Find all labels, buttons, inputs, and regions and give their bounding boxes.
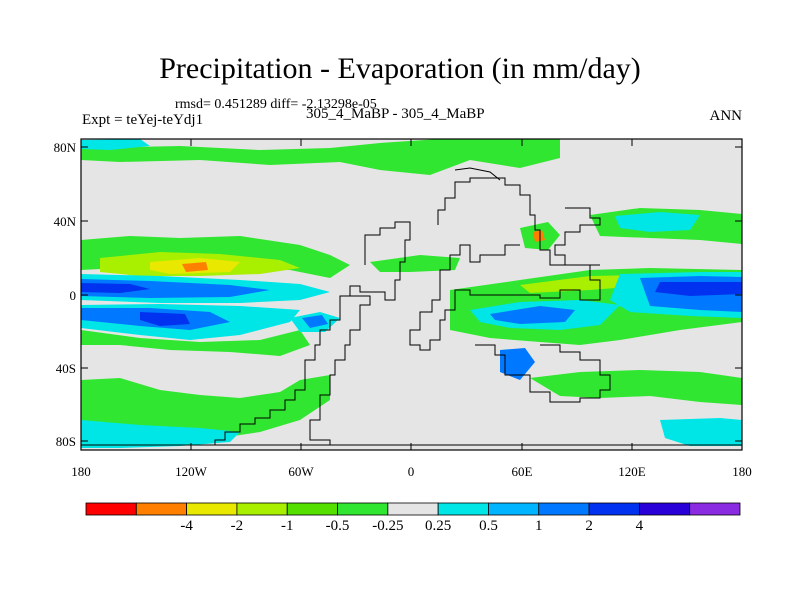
colorbar-label: -1 [280, 518, 294, 534]
colorbar-box [488, 502, 540, 516]
australia-blue [500, 348, 535, 380]
lat-tick-40n: 40N [53, 214, 76, 229]
equatorial-pacific-darkblue [81, 283, 150, 293]
north-asia-cyan [615, 212, 700, 232]
coast-asia-east [554, 207, 601, 266]
case-label: 305_4_MaBP - 305_4_MaBP [306, 106, 485, 122]
south-pacific-green [81, 330, 310, 356]
colorbar-box [638, 502, 691, 516]
colorbar-label: 1 [535, 518, 543, 534]
coast-eurasia-africa [409, 177, 601, 351]
colorbar-box [286, 502, 338, 516]
colorbar-box [186, 502, 238, 516]
lon-tick-180w: 180 [71, 464, 91, 479]
chart-title: Precipitation - Evaporation (in mm/day) [159, 52, 641, 85]
colorbar [85, 502, 741, 516]
colorbar-label: -0.5 [325, 518, 350, 534]
lon-tick-60e: 60E [511, 464, 533, 479]
colorbar-box [135, 502, 188, 516]
colorbar-box [337, 502, 389, 516]
south-pacific-darkblue [140, 312, 190, 326]
west-pacific-darkblue [655, 282, 742, 296]
lat-tick-80n: 80N [53, 140, 76, 155]
field-layer [81, 139, 742, 450]
colorbar-label: -0.25 [372, 518, 404, 534]
southern-ocean-cyan [81, 420, 240, 448]
experiment-label: Expt = teYej-teYdj1 [82, 112, 204, 128]
colorbar-label: -4 [180, 518, 193, 534]
colorbar-label: 4 [635, 518, 644, 534]
equatorial-pacific-blue [81, 279, 270, 298]
axis-ticks [81, 139, 742, 450]
coast-australia [475, 344, 611, 403]
coast-greenland [454, 167, 501, 181]
coast-south-america [309, 295, 371, 445]
colorbar-box [236, 502, 288, 516]
atlantic-eq-blue [302, 315, 328, 328]
south-indian-green [530, 370, 742, 405]
north-pacific-orange [182, 262, 208, 272]
mediterranean-orange [533, 230, 545, 242]
colorbar-label: 0.25 [425, 518, 452, 534]
colorbar-box [588, 502, 640, 516]
arctic-cyan-patch [81, 139, 150, 150]
colorbar-label: 0.5 [479, 518, 498, 534]
coast-americas [81, 221, 411, 446]
lat-tick-40s: 40S [55, 361, 76, 376]
period-label: ANN [709, 108, 743, 124]
lat-tick-80s: 80S [55, 434, 76, 449]
north-atlantic-green [370, 255, 460, 272]
colorbar-box [387, 502, 439, 516]
colorbar-label: 2 [585, 518, 593, 534]
lon-tick-120e: 120E [618, 464, 646, 479]
indian-ocean-lightgreen [520, 275, 640, 293]
stats-text: rmsd= 0.451289 diff= -2.13298e-05 [175, 97, 377, 112]
arctic-green-band [81, 139, 560, 175]
colorbar-box [689, 502, 741, 516]
colorbar-box [85, 502, 137, 516]
lat-tick-0: 0 [69, 288, 77, 303]
indian-ocean-blue [490, 306, 575, 324]
colorbar-box [538, 502, 590, 516]
lon-tick-0: 0 [407, 464, 415, 479]
colorbar-box [437, 502, 489, 516]
lon-tick-180e: 180 [732, 464, 752, 479]
lon-tick-120w: 120W [175, 464, 207, 479]
south-indian-cyan [660, 418, 742, 446]
lon-tick-60w: 60W [288, 464, 314, 479]
colorbar-label: -2 [230, 518, 244, 534]
